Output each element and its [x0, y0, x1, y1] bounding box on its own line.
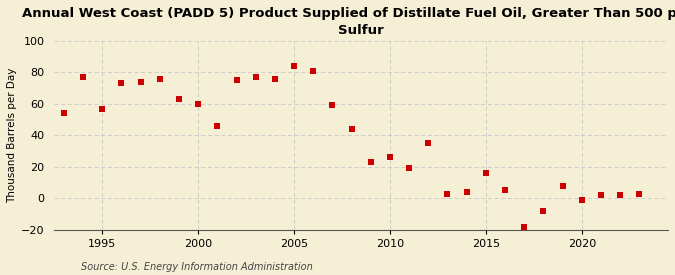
Point	[557, 183, 568, 188]
Point	[385, 155, 396, 160]
Point	[193, 102, 204, 106]
Point	[576, 198, 587, 202]
Point	[615, 193, 626, 197]
Point	[327, 103, 338, 108]
Point	[173, 97, 184, 101]
Point	[116, 81, 127, 86]
Point	[97, 106, 108, 111]
Point	[231, 78, 242, 82]
Point	[442, 191, 453, 196]
Point	[404, 166, 414, 170]
Point	[308, 68, 319, 73]
Point	[519, 224, 530, 229]
Point	[135, 80, 146, 84]
Point	[269, 76, 280, 81]
Point	[59, 111, 70, 116]
Text: Source: U.S. Energy Information Administration: Source: U.S. Energy Information Administ…	[81, 262, 313, 272]
Point	[481, 171, 491, 175]
Point	[155, 76, 165, 81]
Point	[595, 193, 606, 197]
Point	[250, 75, 261, 79]
Point	[78, 75, 88, 79]
Title: Annual West Coast (PADD 5) Product Supplied of Distillate Fuel Oil, Greater Than: Annual West Coast (PADD 5) Product Suppl…	[22, 7, 675, 37]
Point	[500, 188, 510, 192]
Point	[289, 64, 300, 68]
Point	[538, 209, 549, 213]
Point	[634, 191, 645, 196]
Point	[423, 141, 434, 145]
Point	[346, 127, 357, 131]
Point	[461, 190, 472, 194]
Point	[365, 160, 376, 164]
Point	[212, 124, 223, 128]
Y-axis label: Thousand Barrels per Day: Thousand Barrels per Day	[7, 68, 17, 203]
